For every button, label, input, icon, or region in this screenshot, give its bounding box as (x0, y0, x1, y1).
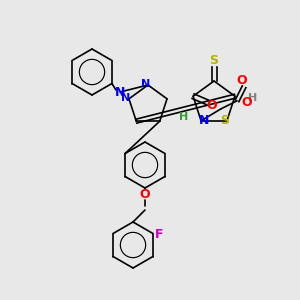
Text: O: O (242, 96, 252, 109)
Text: O: O (140, 188, 150, 202)
Text: H: H (179, 112, 188, 122)
Text: N: N (122, 93, 130, 103)
Text: S: S (220, 114, 230, 127)
Text: S: S (209, 55, 218, 68)
Text: O: O (207, 99, 218, 112)
Text: H: H (248, 93, 258, 103)
Text: O: O (237, 74, 248, 87)
Text: N: N (141, 79, 151, 89)
Text: N: N (115, 85, 125, 98)
Text: N: N (199, 114, 209, 127)
Text: F: F (155, 229, 163, 242)
